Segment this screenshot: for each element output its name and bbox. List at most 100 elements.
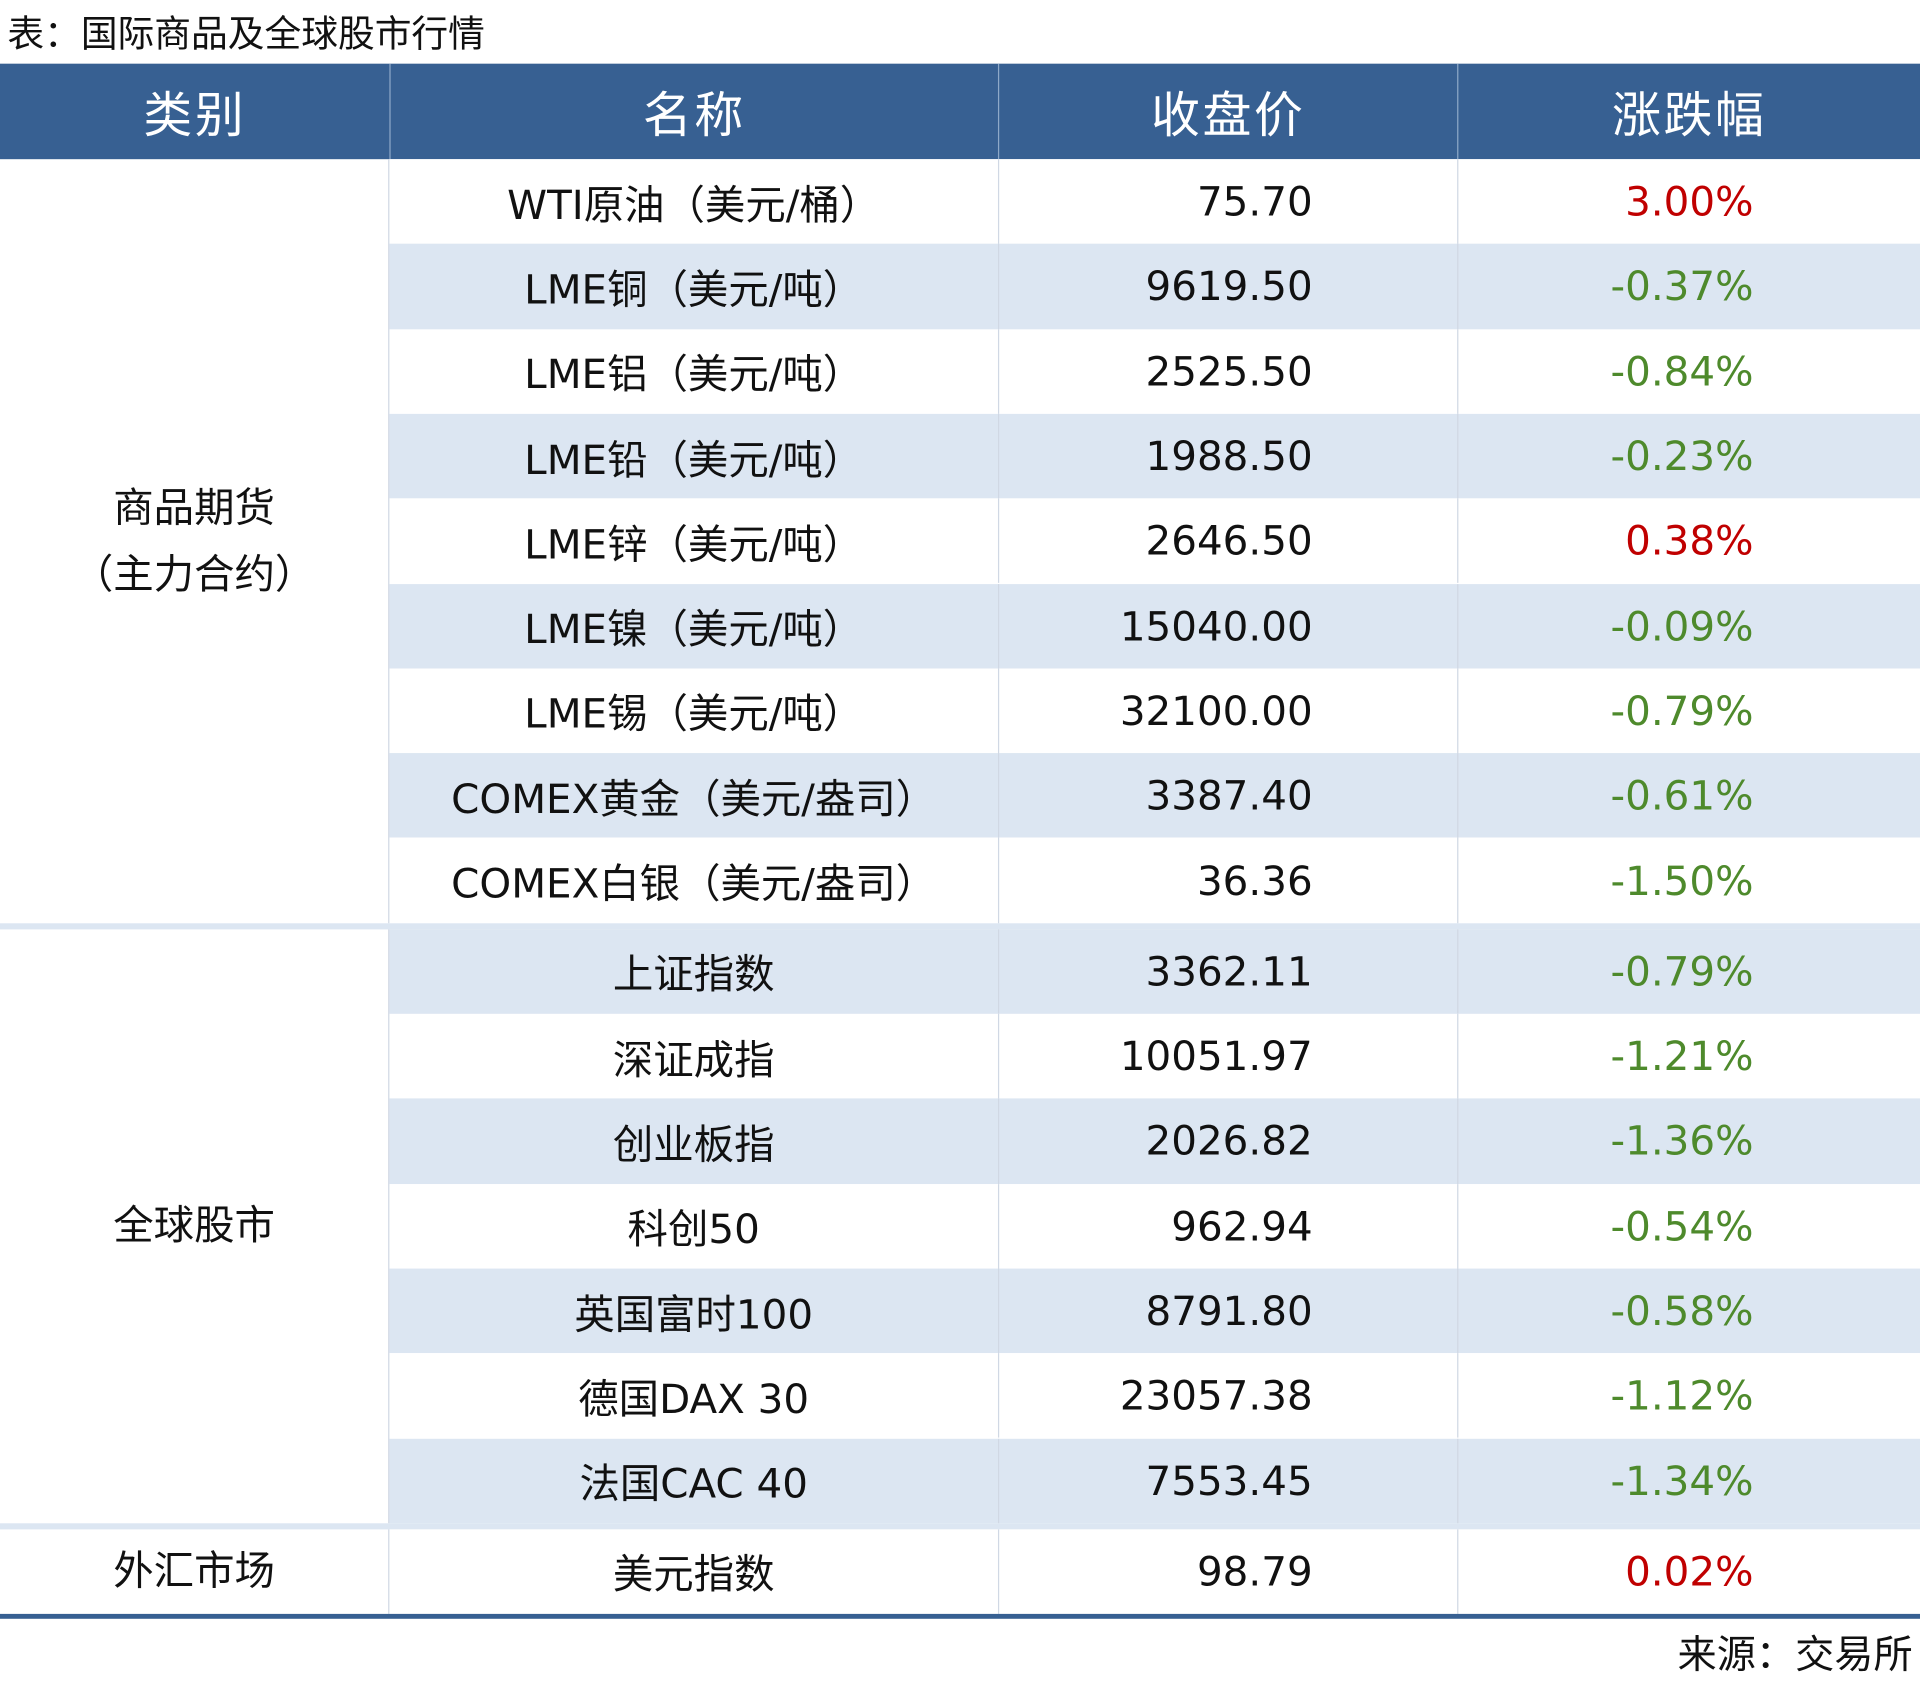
name-cell: LME镍（美元/吨）: [524, 605, 864, 653]
price-cell: 8791.80: [1145, 1286, 1313, 1335]
column-divider: [1457, 1529, 1459, 1615]
row-background: [389, 1098, 1920, 1184]
price-cell: 7553.45: [1145, 1456, 1313, 1505]
header-cell: 名称: [389, 63, 998, 160]
price-cell: 2026.82: [1145, 1117, 1313, 1166]
price-cell: 9619.50: [1145, 262, 1313, 311]
column-divider: [1457, 1183, 1459, 1269]
column-divider: [997, 159, 1000, 245]
column-divider: [1457, 838, 1459, 923]
column-divider: [997, 583, 1000, 669]
change-cell: 0.02%: [1625, 1547, 1754, 1596]
name-cell: LME铝（美元/吨）: [524, 350, 864, 399]
column-divider: [997, 1353, 1000, 1439]
column-divider: [1457, 328, 1459, 414]
category-cell: 外汇市场: [0, 1529, 390, 1615]
column-divider: [997, 498, 1000, 584]
name-cell: 德国DAX 30: [578, 1374, 810, 1423]
column-divider: [997, 1098, 1000, 1184]
source: 来源：交易所: [1677, 1631, 1913, 1678]
column-divider: [1457, 668, 1459, 754]
name-cell: 上证指数: [612, 950, 775, 999]
row-background: [389, 1183, 1920, 1269]
price-cell: 98.79: [1196, 1547, 1313, 1596]
column-divider: [1457, 753, 1459, 839]
column-divider: [1457, 1353, 1459, 1439]
column-divider: [1457, 929, 1459, 1014]
bottom-border: [0, 1614, 1920, 1619]
row-background: [389, 244, 1920, 329]
row-background: [389, 498, 1920, 584]
category-cell: 商品期货 （主力合约）: [0, 159, 390, 923]
price-cell: 36.36: [1196, 856, 1313, 905]
price-cell: 32100.00: [1119, 686, 1313, 735]
name-cell: LME铅（美元/吨）: [524, 435, 864, 484]
price-cell: 15040.00: [1119, 602, 1313, 650]
name-cell: LME锌（美元/吨）: [524, 520, 864, 568]
category-line: 全球股市: [113, 1201, 275, 1250]
category-line: 外汇市场: [113, 1547, 275, 1595]
change-cell: 0.38%: [1625, 517, 1754, 565]
row-background: [389, 328, 1920, 414]
column-divider: [1457, 583, 1459, 669]
column-divider: [997, 1013, 1000, 1099]
change-cell: -1.21%: [1610, 1032, 1754, 1081]
column-divider: [997, 753, 1000, 839]
name-cell: LME铜（美元/吨）: [524, 265, 864, 314]
column-divider: [997, 1529, 1000, 1615]
change-cell: -0.61%: [1610, 771, 1754, 820]
column-divider: [1457, 1098, 1459, 1184]
change-cell: 3.00%: [1625, 177, 1754, 226]
price-cell: 1988.50: [1145, 432, 1313, 481]
name-cell: 创业板指: [612, 1120, 775, 1169]
header-cell: 收盘价: [997, 63, 1457, 160]
change-cell: -1.50%: [1610, 856, 1754, 905]
price-cell: 3387.40: [1145, 771, 1313, 820]
column-divider: [1457, 498, 1459, 584]
price-cell: 23057.38: [1119, 1371, 1313, 1420]
column-divider: [997, 244, 1000, 329]
change-cell: -0.23%: [1610, 432, 1754, 481]
column-divider: [1457, 244, 1459, 329]
price-cell: 75.70: [1196, 177, 1313, 226]
row-background: [389, 1529, 1920, 1615]
change-cell: -0.84%: [1610, 347, 1754, 396]
column-divider: [1457, 1438, 1459, 1524]
header-bar: [0, 63, 1920, 160]
column-divider: [997, 1438, 1000, 1524]
change-cell: -1.36%: [1610, 1117, 1754, 1166]
column-divider: [1457, 1013, 1459, 1099]
column-divider: [997, 838, 1000, 923]
row-background: [389, 583, 1920, 669]
column-divider: [1457, 159, 1459, 245]
column-divider: [997, 929, 1000, 1014]
category-line: 商品期货: [113, 483, 275, 532]
group-separator: [0, 1523, 1920, 1530]
row-background: [389, 929, 1920, 1014]
category-line: （主力合约）: [72, 549, 316, 598]
group-separator: [0, 922, 1920, 930]
price-cell: 2646.50: [1145, 517, 1313, 565]
row-background: [389, 1438, 1920, 1524]
header-cell: 涨跌幅: [1457, 63, 1920, 160]
change-cell: -0.09%: [1610, 602, 1754, 650]
name-cell: 深证成指: [612, 1035, 775, 1084]
name-cell: COMEX黄金（美元/盎司）: [451, 774, 937, 823]
column-divider: [997, 328, 1000, 414]
price-cell: 962.94: [1171, 1202, 1313, 1250]
row-background: [389, 1268, 1920, 1354]
header-cell: 类别: [143, 88, 247, 145]
name-cell: 科创50: [627, 1205, 760, 1253]
change-cell: -1.34%: [1610, 1456, 1754, 1505]
column-divider: [997, 413, 1000, 499]
row-background: [389, 753, 1920, 839]
name-cell: 美元指数: [612, 1550, 775, 1599]
row-background: [389, 668, 1920, 754]
row-background: [389, 159, 1920, 245]
row-background: [389, 1353, 1920, 1439]
price-cell: 3362.11: [1145, 947, 1313, 996]
column-divider: [997, 1183, 1000, 1269]
name-cell: WTI原油（美元/桶）: [507, 180, 881, 229]
name-cell: LME锡（美元/吨）: [524, 689, 864, 738]
